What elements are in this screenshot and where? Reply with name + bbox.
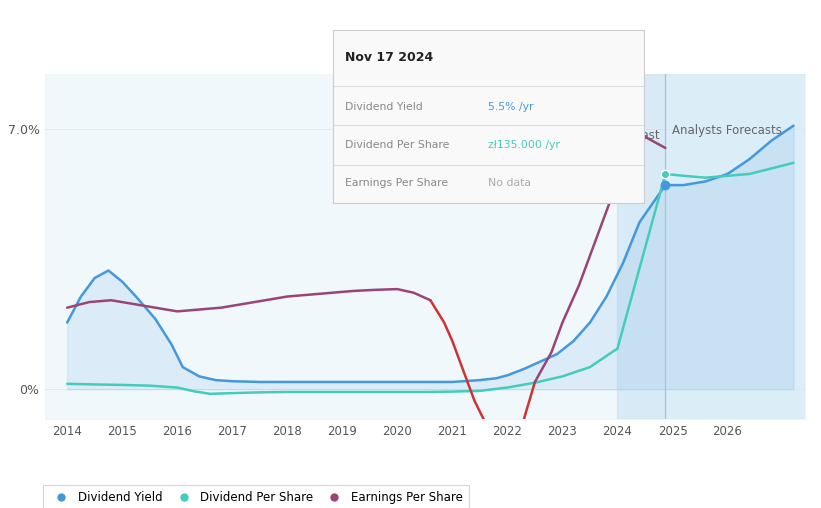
Text: Dividend Yield: Dividend Yield [345,102,423,112]
Legend: Dividend Yield, Dividend Per Share, Earnings Per Share: Dividend Yield, Dividend Per Share, Earn… [44,485,469,508]
Text: Nov 17 2024: Nov 17 2024 [345,51,433,64]
Text: zł135.000 /yr: zł135.000 /yr [488,140,561,150]
Text: Earnings Per Share: Earnings Per Share [345,178,448,188]
Bar [665,74,805,419]
Text: 5.5% /yr: 5.5% /yr [488,102,534,112]
Text: Analysts Forecasts: Analysts Forecasts [672,124,782,137]
Text: No data: No data [488,178,531,188]
Bar [617,74,665,419]
Text: Past: Past [636,130,661,142]
Text: Dividend Per Share: Dividend Per Share [345,140,449,150]
